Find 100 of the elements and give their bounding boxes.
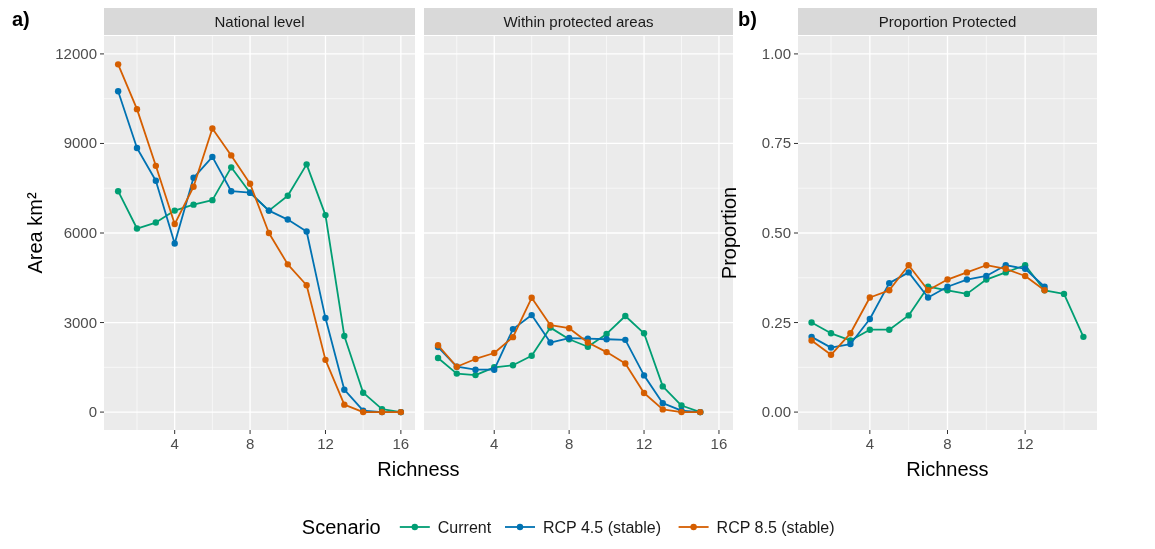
point <box>808 319 815 326</box>
x-tick-label: 4 <box>170 435 179 452</box>
point <box>603 336 610 343</box>
x-tick-label: 8 <box>943 435 952 452</box>
chart-title: Within protected areas <box>503 13 654 30</box>
x-tick-label: 8 <box>564 435 574 452</box>
point <box>434 354 442 362</box>
legend-label: Current <box>437 519 492 536</box>
point <box>284 216 291 223</box>
point <box>341 386 348 393</box>
point <box>944 283 951 290</box>
point <box>963 276 971 283</box>
point <box>963 290 971 298</box>
y-tick-label: 6000 <box>63 224 97 241</box>
point <box>1060 290 1068 298</box>
text: a) <box>12 8 30 30</box>
point <box>303 161 310 168</box>
point <box>827 351 835 358</box>
y-tick-label: 9000 <box>63 134 97 152</box>
point <box>209 196 216 204</box>
text: b) <box>738 8 757 30</box>
y-axis-title: Proportion <box>718 186 740 280</box>
y-tick-label: 0.75 <box>761 134 791 152</box>
point <box>228 164 235 171</box>
point <box>246 180 254 187</box>
point <box>528 352 535 359</box>
x-tick-label: 4 <box>490 435 499 452</box>
y-axis-title: Area km² <box>24 192 46 274</box>
point <box>886 279 893 287</box>
chart-title: National level <box>214 13 305 30</box>
point <box>528 311 535 319</box>
point <box>640 389 648 397</box>
point <box>603 348 610 356</box>
point <box>622 312 629 320</box>
chart-title: Proportion Protected <box>878 13 1017 30</box>
point <box>1080 333 1087 341</box>
point <box>659 383 666 390</box>
point <box>808 337 815 344</box>
point <box>905 312 912 319</box>
point <box>303 228 310 235</box>
point <box>659 406 666 413</box>
text: 0.50 <box>761 224 791 241</box>
x-tick-label: 16 <box>392 435 410 452</box>
legend-title: Scenario <box>301 516 381 538</box>
point <box>114 88 122 95</box>
point <box>640 372 648 379</box>
point <box>265 229 273 237</box>
x-tick-label: 12 <box>635 435 653 452</box>
point <box>171 220 178 228</box>
x-tick-label: 12 <box>1016 435 1034 452</box>
point <box>472 366 479 373</box>
x-tick-label: 16 <box>710 435 728 452</box>
point <box>622 360 629 367</box>
point <box>509 362 517 369</box>
point <box>322 356 329 364</box>
point <box>453 370 460 377</box>
point <box>472 355 479 363</box>
text: 1.00 <box>761 44 791 62</box>
point <box>847 340 854 348</box>
point <box>547 339 554 346</box>
y-tick-label: 12000 <box>55 44 97 62</box>
point <box>228 188 235 195</box>
point <box>133 105 141 113</box>
point <box>905 269 912 276</box>
x-axis-title: Richness <box>377 458 460 480</box>
point <box>341 401 348 408</box>
point <box>1021 272 1029 280</box>
point <box>603 330 610 338</box>
point <box>284 261 291 268</box>
legend-label: RCP 4.5 (stable) <box>543 519 661 536</box>
point <box>659 399 666 407</box>
point <box>983 272 990 280</box>
point <box>152 177 160 184</box>
point <box>228 152 235 159</box>
point <box>284 192 291 199</box>
point <box>322 211 329 219</box>
point <box>866 294 874 301</box>
point <box>171 207 178 214</box>
point <box>866 326 874 333</box>
point <box>866 315 874 323</box>
point <box>847 330 854 337</box>
point <box>1021 265 1029 273</box>
point <box>509 333 517 341</box>
x-tick-label: 12 <box>317 435 334 452</box>
point <box>209 125 216 132</box>
text: 0.00 <box>761 403 791 421</box>
legend-label: RCP 8.5 (stable) <box>716 519 835 536</box>
point <box>133 144 141 152</box>
point <box>528 294 535 301</box>
point <box>133 225 141 232</box>
point <box>114 188 122 195</box>
point <box>924 287 932 294</box>
point <box>640 330 648 337</box>
point <box>622 336 629 344</box>
point <box>983 262 990 269</box>
point <box>886 326 893 333</box>
point <box>152 219 160 226</box>
point <box>152 162 160 170</box>
point <box>359 389 367 396</box>
point <box>209 153 216 161</box>
